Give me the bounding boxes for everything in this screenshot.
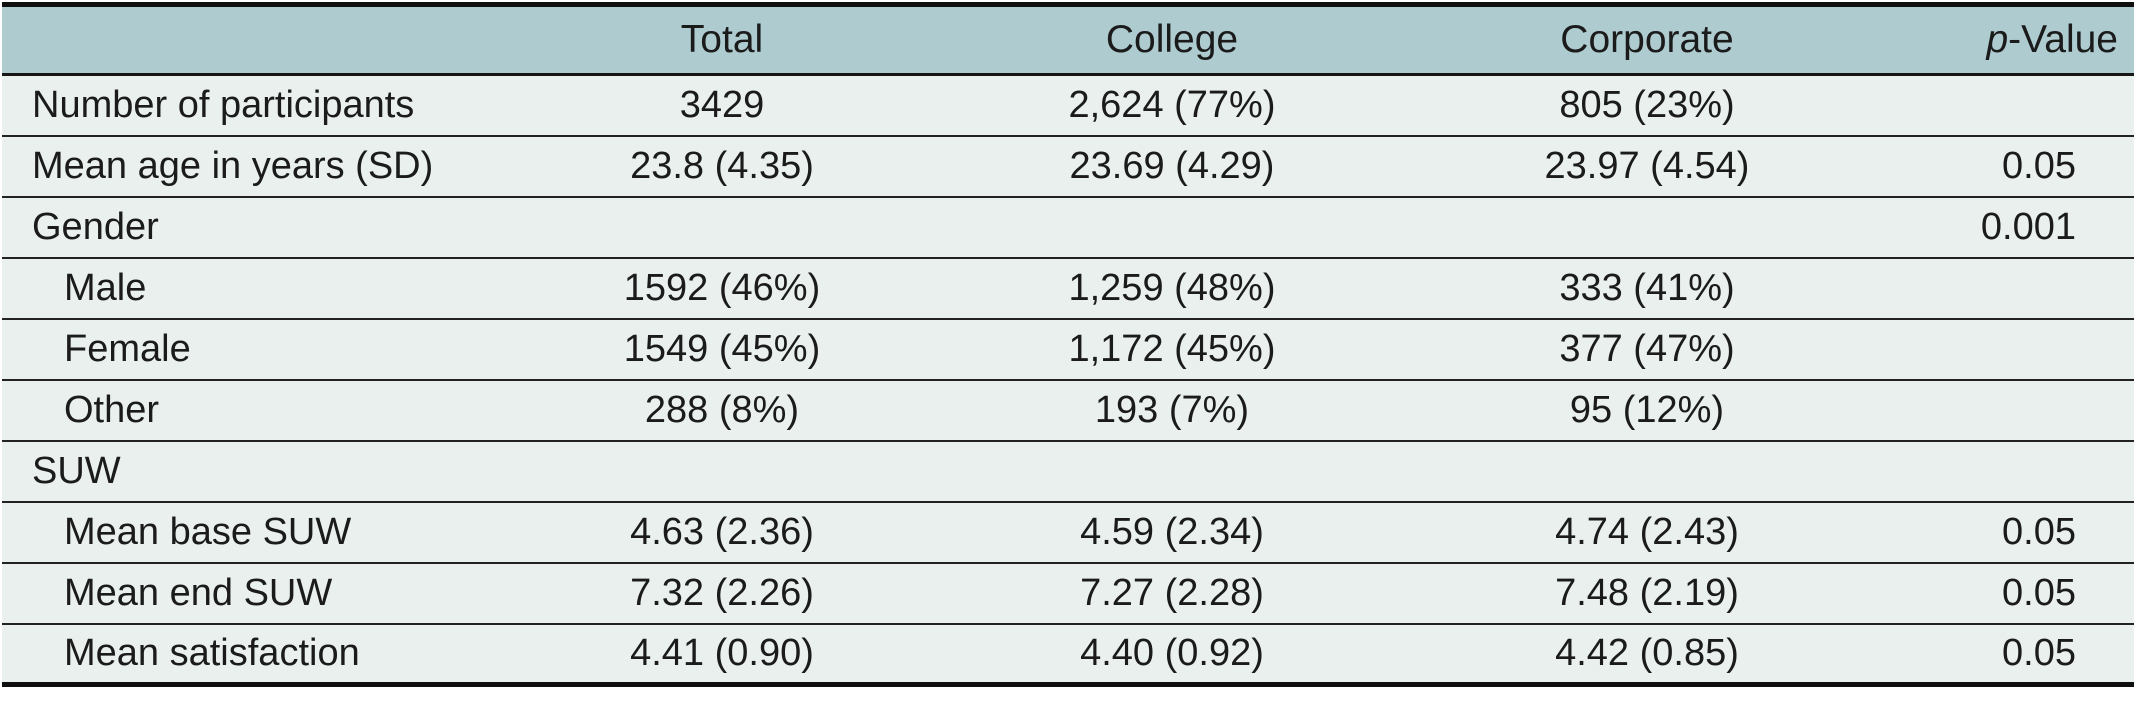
row-label: Number of participants	[2, 74, 562, 136]
column-header-total: Total	[562, 4, 882, 76]
p-value: 0.05	[1832, 622, 2134, 685]
college-value: 193 (7%)	[882, 378, 1462, 441]
college-value: 7.27 (2.28)	[882, 561, 1462, 624]
college-value: 4.40 (0.92)	[882, 622, 1462, 685]
column-header-blank	[2, 4, 562, 76]
p-value-italic-p: p	[1986, 18, 2009, 61]
row-label: Other	[2, 378, 562, 441]
college-value: 1,259 (48%)	[882, 256, 1462, 319]
total-value: 288 (8%)	[562, 378, 882, 441]
participants-statistics-table: Total College Corporate p-Value Number o…	[2, 2, 2134, 687]
table-row: Number of participants 3429 2,624 (77%) 805…	[2, 74, 2134, 136]
total-value: 3429	[562, 74, 882, 136]
column-header-corporate: Corporate	[1462, 4, 1832, 76]
total-value: 4.63 (2.36)	[562, 500, 882, 563]
row-label: Mean end SUW	[2, 561, 562, 624]
table-row: Gender 0.001	[2, 195, 2134, 258]
column-header-college: College	[882, 4, 1462, 76]
corporate-value: 805 (23%)	[1462, 74, 1832, 136]
table-row: Mean base SUW 4.63 (2.36) 4.59 (2.34) 4.74 …	[2, 500, 2134, 563]
p-value	[1832, 74, 2134, 136]
row-label: Mean base SUW	[2, 500, 562, 563]
college-value: 4.59 (2.34)	[882, 500, 1462, 563]
corporate-value: 4.42 (0.85)	[1462, 622, 1832, 685]
header-row: Total College Corporate p-Value	[2, 4, 2134, 76]
total-value: 4.41 (0.90)	[562, 622, 882, 685]
corporate-value: 95 (12%)	[1462, 378, 1832, 441]
column-header-p-value: p-Value	[1832, 4, 2134, 76]
p-value	[1832, 317, 2134, 380]
corporate-value	[1462, 439, 1832, 502]
total-value	[562, 439, 882, 502]
corporate-value: 23.97 (4.54)	[1462, 134, 1832, 197]
table-row: Mean age in years (SD) 23.8 (4.35) 23.69 (…	[2, 134, 2134, 197]
corporate-value: 4.74 (2.43)	[1462, 500, 1832, 563]
table-body: Number of participants 3429 2,624 (77%) 805…	[2, 74, 2134, 685]
row-label: Mean age in years (SD)	[2, 134, 562, 197]
table-row: Male 1592 (46%) 1,259 (48%) 333 (41%)	[2, 256, 2134, 319]
p-value: 0.05	[1832, 134, 2134, 197]
table-header: Total College Corporate p-Value	[2, 4, 2134, 76]
total-value: 1549 (45%)	[562, 317, 882, 380]
p-value: 0.05	[1832, 561, 2134, 624]
corporate-value: 7.48 (2.19)	[1462, 561, 1832, 624]
row-label: Mean satisfaction	[2, 622, 562, 685]
total-value: 7.32 (2.26)	[562, 561, 882, 624]
p-value-header-rest: -Value	[2008, 18, 2118, 61]
row-label: Gender	[2, 195, 562, 258]
total-value: 1592 (46%)	[562, 256, 882, 319]
table-row: Other 288 (8%) 193 (7%) 95 (12%)	[2, 378, 2134, 441]
total-value: 23.8 (4.35)	[562, 134, 882, 197]
row-label: Male	[2, 256, 562, 319]
corporate-value: 377 (47%)	[1462, 317, 1832, 380]
row-label: SUW	[2, 439, 562, 502]
table-row: Mean end SUW 7.32 (2.26) 7.27 (2.28) 7.48 (…	[2, 561, 2134, 624]
table-row: Mean satisfaction 4.41 (0.90) 4.40 (0.92) 4…	[2, 622, 2134, 685]
corporate-value	[1462, 195, 1832, 258]
college-value: 1,172 (45%)	[882, 317, 1462, 380]
total-value	[562, 195, 882, 258]
corporate-value: 333 (41%)	[1462, 256, 1832, 319]
table-row: SUW	[2, 439, 2134, 502]
college-value: 2,624 (77%)	[882, 74, 1462, 136]
p-value	[1832, 256, 2134, 319]
p-value: 0.05	[1832, 500, 2134, 563]
p-value: 0.001	[1832, 195, 2134, 258]
table-row: Female 1549 (45%) 1,172 (45%) 377 (47%)	[2, 317, 2134, 380]
college-value	[882, 195, 1462, 258]
row-label: Female	[2, 317, 562, 380]
p-value	[1832, 378, 2134, 441]
p-value	[1832, 439, 2134, 502]
college-value: 23.69 (4.29)	[882, 134, 1462, 197]
college-value	[882, 439, 1462, 502]
